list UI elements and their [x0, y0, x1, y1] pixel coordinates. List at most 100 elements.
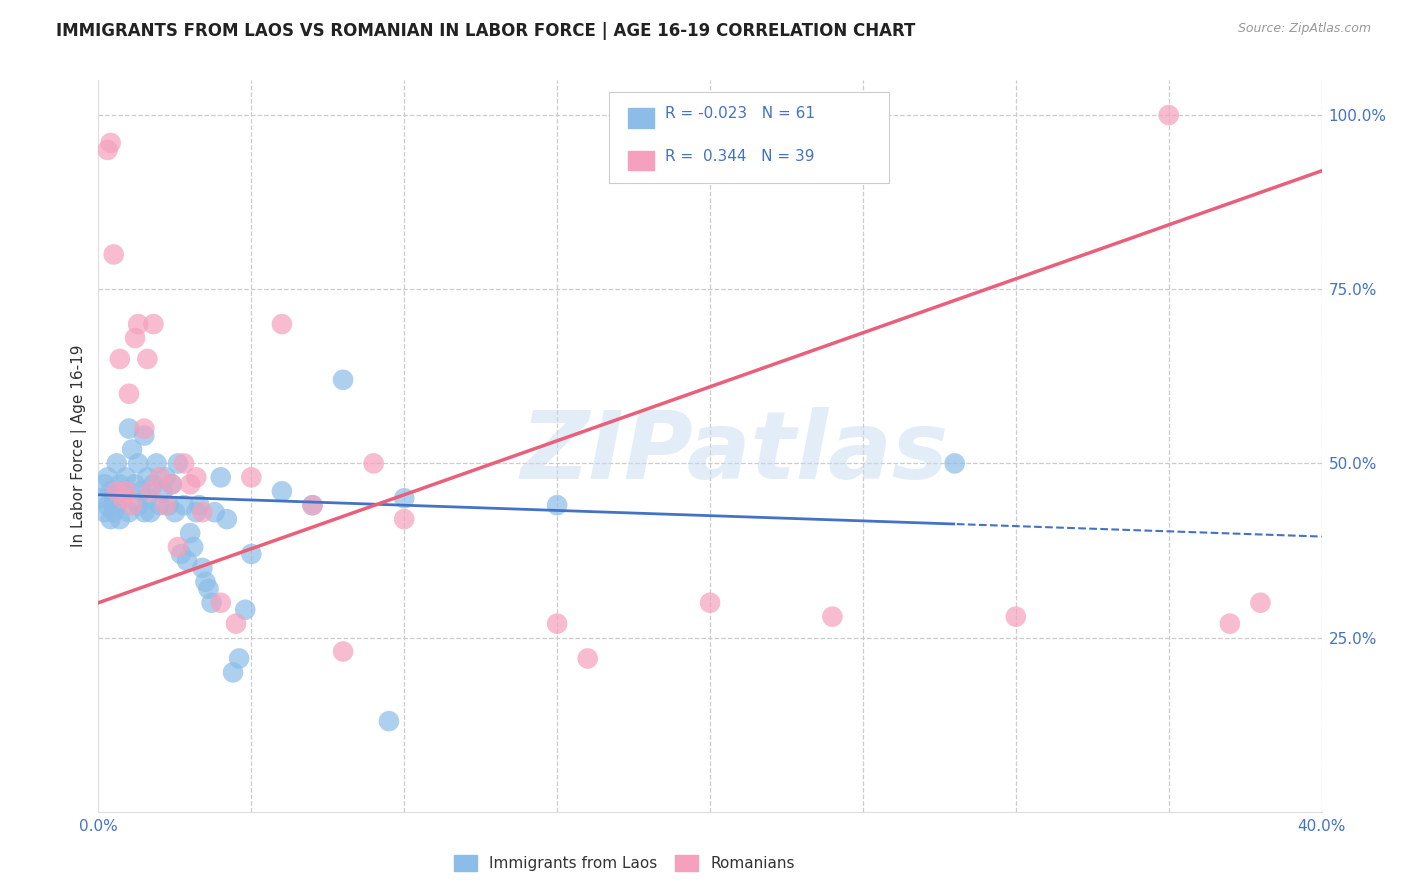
- Point: [111, 491, 134, 506]
- Point: [301, 498, 323, 512]
- Point: [233, 603, 256, 617]
- Point: [124, 477, 146, 491]
- Text: R = -0.023   N = 61: R = -0.023 N = 61: [665, 106, 815, 121]
- Point: [155, 498, 177, 512]
- Point: [129, 484, 152, 499]
- Point: [97, 498, 120, 512]
- Point: [108, 477, 131, 491]
- Point: [108, 512, 131, 526]
- Point: [93, 477, 115, 491]
- Point: [111, 484, 134, 499]
- Point: [186, 470, 208, 484]
- Point: [121, 498, 143, 512]
- Point: [167, 457, 190, 471]
- Point: [103, 505, 125, 519]
- Point: [136, 470, 159, 484]
- Point: [118, 386, 141, 401]
- Point: [240, 547, 263, 561]
- Point: [160, 477, 183, 491]
- Legend: Immigrants from Laos, Romanians: Immigrants from Laos, Romanians: [447, 849, 801, 877]
- Point: [134, 421, 156, 435]
- Point: [100, 136, 122, 150]
- Y-axis label: In Labor Force | Age 16-19: In Labor Force | Age 16-19: [72, 344, 87, 548]
- Point: [103, 491, 125, 506]
- Point: [108, 351, 131, 366]
- Point: [127, 457, 149, 471]
- Point: [136, 351, 159, 366]
- Point: [301, 498, 323, 512]
- Point: [142, 317, 165, 331]
- Point: [546, 616, 568, 631]
- Point: [152, 484, 174, 499]
- Point: [139, 505, 162, 519]
- Point: [160, 477, 183, 491]
- Point: [270, 317, 292, 331]
- Point: [188, 498, 211, 512]
- Text: ZIPatlas: ZIPatlas: [520, 408, 949, 500]
- Point: [200, 596, 222, 610]
- Point: [118, 421, 141, 435]
- Point: [167, 540, 190, 554]
- Point: [943, 457, 966, 471]
- Point: [149, 498, 172, 512]
- Point: [105, 484, 128, 499]
- Point: [118, 505, 141, 519]
- Point: [240, 470, 263, 484]
- Point: [121, 442, 143, 457]
- Point: [181, 540, 204, 554]
- Point: [1004, 609, 1026, 624]
- Point: [90, 491, 112, 506]
- Point: [170, 547, 193, 561]
- Point: [149, 470, 172, 484]
- Point: [392, 491, 416, 506]
- Point: [204, 505, 226, 519]
- Point: [115, 484, 138, 499]
- Point: [127, 498, 149, 512]
- Point: [1157, 108, 1180, 122]
- Point: [194, 574, 217, 589]
- Point: [378, 714, 401, 728]
- Point: [97, 470, 120, 484]
- Point: [155, 470, 177, 484]
- Point: [124, 331, 146, 345]
- Point: [392, 512, 416, 526]
- Point: [1249, 596, 1271, 610]
- Point: [97, 143, 120, 157]
- Point: [186, 505, 208, 519]
- Point: [115, 470, 138, 484]
- Point: [699, 596, 721, 610]
- Point: [209, 596, 232, 610]
- Point: [173, 498, 195, 512]
- Point: [139, 484, 162, 499]
- Point: [157, 498, 180, 512]
- Point: [142, 477, 165, 491]
- Point: [134, 505, 156, 519]
- Point: [134, 428, 156, 442]
- Point: [127, 317, 149, 331]
- Point: [105, 457, 128, 471]
- Point: [332, 373, 354, 387]
- Point: [270, 484, 292, 499]
- Point: [821, 609, 844, 624]
- Point: [197, 582, 219, 596]
- Point: [215, 512, 238, 526]
- Point: [179, 477, 201, 491]
- Point: [136, 491, 159, 506]
- Point: [100, 484, 122, 499]
- Point: [176, 554, 198, 568]
- Point: [173, 457, 195, 471]
- Point: [105, 498, 128, 512]
- Point: [363, 457, 385, 471]
- Point: [163, 505, 186, 519]
- Text: Source: ZipAtlas.com: Source: ZipAtlas.com: [1237, 22, 1371, 36]
- Point: [100, 512, 122, 526]
- Text: R =  0.344   N = 39: R = 0.344 N = 39: [665, 149, 814, 164]
- Point: [332, 644, 354, 658]
- Point: [93, 505, 115, 519]
- Point: [225, 616, 247, 631]
- Point: [191, 505, 214, 519]
- Point: [546, 498, 568, 512]
- Point: [576, 651, 599, 665]
- Point: [103, 247, 125, 261]
- Point: [228, 651, 250, 665]
